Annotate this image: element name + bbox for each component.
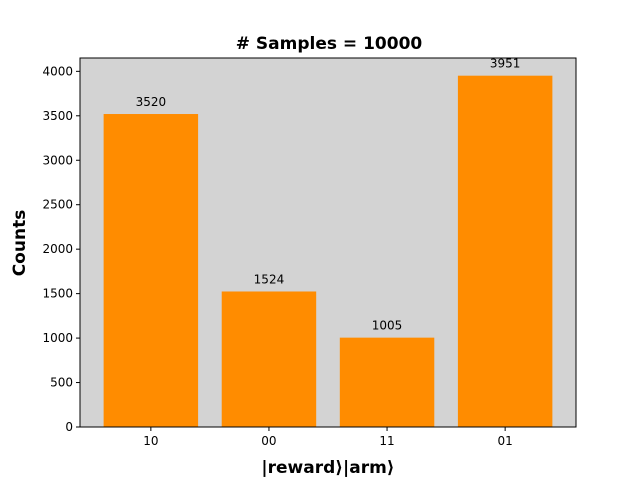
bar <box>339 337 435 427</box>
y-axis: 0 500 1000 1500 2000 2500 3000 3500 4000 <box>42 64 80 434</box>
y-tick-label: 2000 <box>42 242 73 256</box>
plot-frame <box>79 57 577 428</box>
bar <box>221 291 317 427</box>
x-tick-label: 01 <box>498 434 513 448</box>
x-tick-label: 10 <box>143 434 158 448</box>
y-tick-label: 500 <box>50 376 73 390</box>
bar-value-label: 1524 <box>254 272 285 286</box>
y-tick-label: 3500 <box>42 109 73 123</box>
bar-value-label: 3520 <box>136 95 167 109</box>
y-tick-label: 4000 <box>42 64 73 78</box>
bar-value-label: 1005 <box>372 319 403 333</box>
bar <box>457 75 553 427</box>
y-axis-label: Counts <box>10 210 30 277</box>
x-axis: 10 00 11 01 <box>143 427 513 448</box>
data-labels-group: 3520 1524 1005 3951 <box>136 57 521 333</box>
y-tick-label: 1500 <box>42 287 73 301</box>
chart-title: # Samples = 10000 <box>236 34 423 54</box>
y-tick-label: 2500 <box>42 198 73 212</box>
bar <box>103 114 199 427</box>
x-tick-label: 11 <box>379 434 394 448</box>
x-tick-label: 00 <box>261 434 276 448</box>
bar-value-label: 3951 <box>490 57 521 71</box>
x-axis-label: |reward⟩|arm⟩ <box>261 458 394 478</box>
bars-group <box>103 75 553 427</box>
y-tick-label: 0 <box>65 420 73 434</box>
y-tick-label: 3000 <box>42 153 73 167</box>
y-tick-label: 1000 <box>42 331 73 345</box>
